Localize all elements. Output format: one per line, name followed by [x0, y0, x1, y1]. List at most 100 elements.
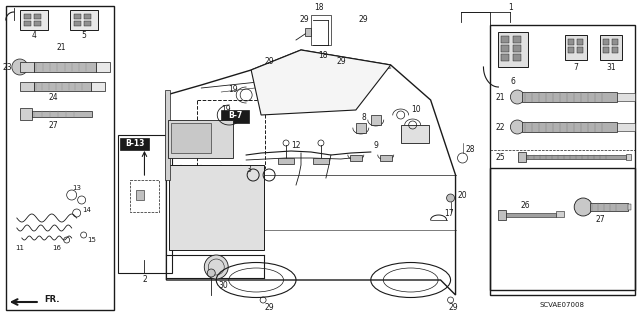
Bar [626, 154, 631, 160]
Text: 13: 13 [72, 185, 81, 191]
Bar [577, 39, 583, 45]
Text: 29: 29 [449, 302, 458, 311]
Bar [612, 39, 618, 45]
Bar [172, 123, 211, 153]
Bar [34, 14, 41, 19]
Text: 18: 18 [318, 51, 328, 61]
Circle shape [574, 198, 592, 216]
Bar [168, 120, 233, 158]
Bar [603, 47, 609, 53]
Bar [91, 82, 104, 91]
Text: 9: 9 [373, 140, 378, 150]
Text: 16: 16 [52, 245, 61, 251]
Text: FR.: FR. [44, 295, 60, 305]
Text: 29: 29 [264, 57, 274, 66]
Text: 22: 22 [496, 122, 506, 131]
Bar [95, 62, 109, 72]
Bar [371, 115, 381, 125]
Bar [513, 36, 522, 43]
Bar [70, 10, 97, 30]
Bar [526, 155, 626, 159]
Text: 29: 29 [299, 16, 308, 25]
Bar [20, 10, 48, 30]
Bar [600, 35, 622, 60]
Text: 12: 12 [291, 140, 301, 150]
Text: 28: 28 [466, 145, 476, 154]
Text: 4: 4 [31, 31, 36, 40]
Text: 26: 26 [520, 201, 530, 210]
Text: 27: 27 [595, 216, 605, 225]
Text: 3: 3 [246, 166, 252, 174]
Circle shape [207, 269, 215, 277]
Bar [565, 35, 587, 60]
Text: 10: 10 [411, 106, 420, 115]
Text: 5: 5 [81, 31, 86, 40]
Bar [24, 21, 31, 26]
Circle shape [204, 255, 228, 279]
Text: 15: 15 [87, 237, 96, 243]
Text: 17: 17 [444, 209, 453, 218]
Bar [513, 45, 522, 52]
Bar [34, 62, 95, 72]
Text: 19: 19 [221, 106, 231, 115]
Bar [34, 82, 91, 91]
Bar [32, 111, 92, 117]
Bar [380, 155, 392, 161]
Bar [197, 100, 265, 168]
Text: 14: 14 [82, 207, 91, 213]
Bar [568, 39, 574, 45]
Bar [513, 54, 522, 61]
Bar [221, 110, 249, 123]
Bar [356, 123, 366, 133]
Bar [6, 6, 113, 310]
Bar [20, 62, 34, 72]
Bar [612, 47, 618, 53]
Bar [501, 36, 509, 43]
Bar [556, 211, 564, 217]
Text: 7: 7 [573, 63, 579, 71]
Circle shape [510, 90, 524, 104]
Bar [34, 21, 41, 26]
Text: 23: 23 [2, 63, 12, 71]
Text: 18: 18 [314, 4, 324, 12]
Bar [490, 168, 635, 290]
Text: 11: 11 [15, 245, 24, 251]
Text: B-13: B-13 [125, 139, 144, 149]
Bar [628, 204, 631, 210]
Text: 29: 29 [264, 302, 274, 311]
Text: 19: 19 [228, 85, 238, 94]
Bar [313, 158, 329, 164]
Text: 27: 27 [49, 121, 58, 130]
Bar [20, 82, 34, 91]
Text: 30: 30 [218, 280, 228, 290]
Text: 20: 20 [458, 190, 467, 199]
Text: B-7: B-7 [228, 112, 243, 121]
Bar [617, 93, 635, 101]
Bar [490, 25, 635, 295]
Text: 29: 29 [336, 57, 346, 66]
Text: 25: 25 [496, 152, 506, 161]
Text: 31: 31 [606, 63, 616, 71]
Bar [84, 14, 91, 19]
Bar [518, 152, 526, 162]
Bar [522, 122, 617, 132]
Bar [311, 15, 331, 45]
Bar [118, 135, 172, 273]
Bar [74, 21, 81, 26]
Bar [350, 155, 362, 161]
Text: 2: 2 [142, 276, 147, 285]
Text: 1: 1 [508, 4, 513, 12]
Text: 24: 24 [49, 93, 58, 101]
Bar [136, 190, 145, 200]
Circle shape [510, 120, 524, 134]
Bar [74, 14, 81, 19]
Bar [499, 32, 529, 67]
Bar [501, 45, 509, 52]
Bar [170, 165, 264, 250]
Bar [506, 213, 556, 217]
Polygon shape [251, 50, 391, 115]
Text: 21: 21 [496, 93, 506, 101]
Text: SCVAE07008: SCVAE07008 [540, 302, 585, 308]
Bar [165, 90, 170, 180]
Bar [568, 47, 574, 53]
